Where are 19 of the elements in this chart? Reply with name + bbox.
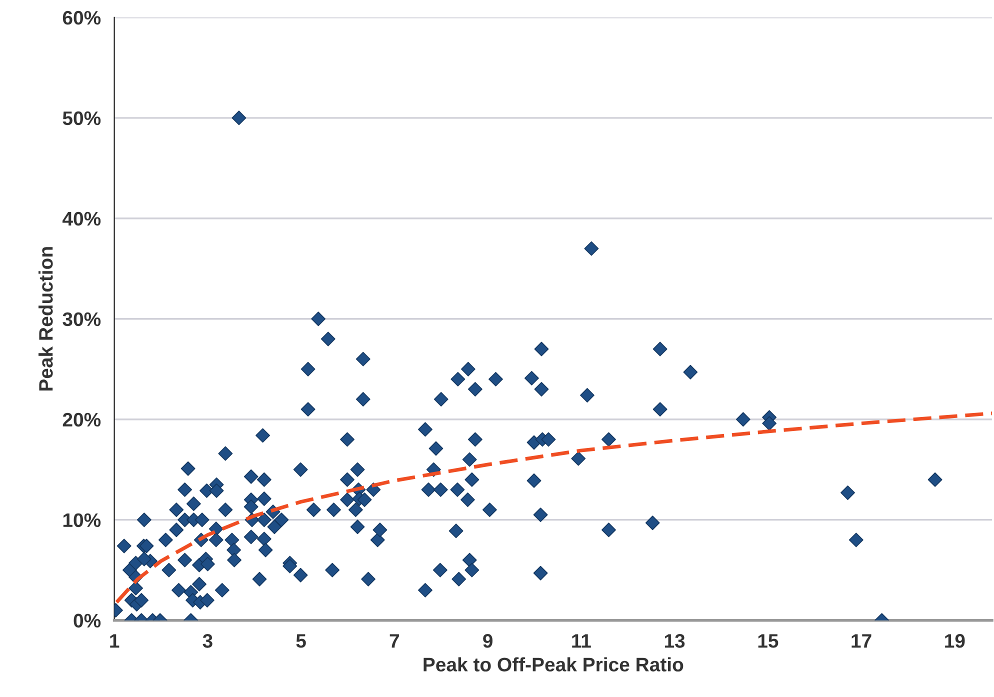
x-tick-label: 9 xyxy=(483,634,492,648)
y-tick-label: 30% xyxy=(62,312,101,326)
x-tick-label: 1 xyxy=(110,634,120,648)
x-tick-label: 15 xyxy=(758,634,778,648)
x-tick-label: 19 xyxy=(945,634,965,648)
y-tick-label: 20% xyxy=(62,412,101,427)
y-tick-label: 60% xyxy=(62,10,101,25)
y-tick-label: 50% xyxy=(62,111,101,126)
x-tick-label: 17 xyxy=(852,634,872,648)
x-tick-label: 3 xyxy=(202,634,212,648)
y-tick-label: 0% xyxy=(74,614,101,628)
y-tick-label: 40% xyxy=(62,212,101,226)
x-tick-label: 7 xyxy=(390,634,399,648)
x-tick-label: 5 xyxy=(296,634,306,648)
x-tick-label: 11 xyxy=(572,634,591,648)
x-axis-title: Peak to Off-Peak Price Ratio xyxy=(424,657,684,672)
y-axis-title: Peak Reduction xyxy=(38,247,53,391)
x-tick-label: 13 xyxy=(664,634,685,648)
y-tick-label: 10% xyxy=(63,513,101,528)
